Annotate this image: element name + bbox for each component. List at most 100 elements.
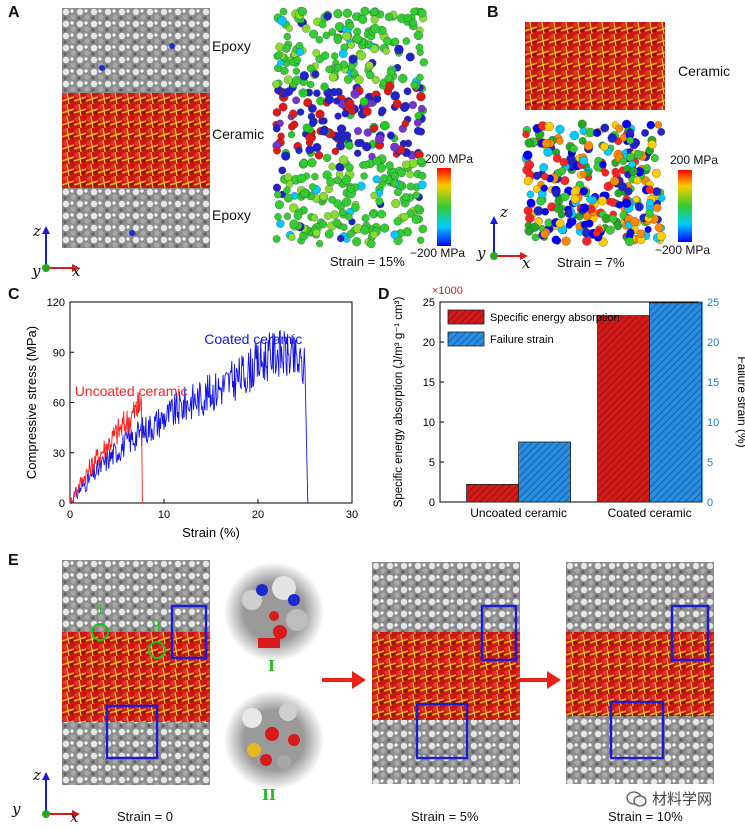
panel-a-axis-x: x	[72, 262, 81, 280]
stress-atom	[283, 186, 291, 194]
panel-b-axis-z: z	[500, 203, 508, 221]
stress-atom	[284, 173, 293, 181]
stress-atom	[323, 12, 332, 21]
stress-atom	[579, 127, 588, 135]
stress-atom	[278, 102, 288, 112]
stress-atom	[401, 160, 411, 169]
chart-d-bar	[466, 483, 519, 503]
stress-atom	[273, 146, 281, 155]
stress-atom	[345, 141, 354, 150]
stress-atom	[346, 230, 355, 238]
stress-atom	[409, 18, 418, 27]
chart-d-ytick-right-label: 5	[707, 457, 713, 469]
chart-d-ytick-right-label: 25	[707, 297, 719, 309]
stress-atom	[398, 73, 408, 84]
stress-atom	[272, 235, 281, 243]
panel-d-bar-chart: 0 0 5 5 10 10 15 15 20 20 25 25 Specific energy abso…	[393, 297, 745, 520]
stress-atom	[318, 20, 327, 29]
stress-atom	[408, 100, 417, 110]
stress-atom	[356, 50, 367, 61]
stress-atom	[630, 217, 640, 227]
stress-atom	[370, 44, 379, 54]
stress-atom	[600, 142, 609, 152]
panel-c-label: C	[8, 286, 20, 303]
panel-b-colorbar	[678, 170, 692, 242]
panel-e-arrow-2	[517, 671, 561, 689]
panel-e-model-strain-10	[566, 562, 714, 784]
stress-atom	[418, 171, 427, 180]
stress-atom	[543, 147, 553, 157]
stress-atom	[290, 120, 299, 129]
stress-atom	[292, 67, 301, 75]
stress-atom	[314, 151, 324, 160]
stress-atom	[272, 108, 282, 117]
chart-d-ytick-right-label: 15	[707, 377, 719, 389]
stress-atom	[362, 142, 372, 152]
stress-atom	[633, 150, 643, 159]
stress-atom	[391, 198, 401, 208]
panel-a-strain-label: Strain = 15%	[330, 254, 405, 269]
stress-atom	[333, 35, 342, 44]
stress-atom	[577, 119, 587, 129]
stress-atom	[579, 156, 589, 166]
stress-atom	[412, 191, 420, 199]
stress-atom	[276, 219, 285, 228]
stress-atom	[390, 179, 399, 188]
stress-atom	[277, 59, 285, 67]
stress-atom	[390, 230, 399, 239]
stress-atom	[307, 112, 316, 121]
stress-atom	[656, 231, 666, 241]
stress-atom	[526, 198, 536, 208]
stress-atom	[593, 229, 601, 237]
stress-atom	[373, 94, 382, 103]
panel-b-axis-y: y	[477, 244, 486, 262]
stress-atom	[311, 172, 319, 181]
stress-atom	[325, 65, 334, 74]
stress-atom	[293, 56, 302, 64]
stress-atom	[552, 154, 562, 163]
stress-atom	[600, 123, 610, 133]
panel-e-strain-10: Strain = 10%	[608, 809, 683, 824]
stress-atom	[553, 204, 564, 214]
stress-atom	[340, 223, 348, 231]
panel-a-epoxy-top-label: Epoxy	[212, 38, 251, 54]
wechat-icon	[626, 790, 647, 807]
stress-atom	[523, 176, 533, 186]
stress-atom	[380, 120, 390, 131]
stress-atom	[370, 191, 378, 200]
stress-atom	[406, 170, 414, 179]
stress-atom	[391, 37, 400, 46]
stress-atom	[377, 209, 386, 219]
stress-atom	[555, 219, 565, 228]
stress-atom	[277, 132, 285, 140]
stress-atom	[272, 80, 281, 89]
stress-atom	[361, 160, 370, 169]
stress-atom	[561, 236, 571, 246]
stress-atom	[646, 120, 655, 130]
panel-b-stress-map	[521, 119, 666, 247]
panel-e-model-strain-5	[372, 562, 520, 784]
stress-atom	[383, 36, 392, 46]
chart-d-bar	[649, 302, 703, 503]
stress-atom	[272, 183, 282, 192]
chart-d-ytick-left-label: 5	[429, 457, 435, 469]
stress-atom	[287, 131, 296, 139]
chart-d-ytick-right-label: 0	[707, 497, 713, 509]
panel-e-strain-0: Strain = 0	[117, 809, 174, 824]
stress-atom	[334, 63, 342, 72]
stress-atom	[608, 198, 618, 207]
stress-atom	[601, 169, 610, 177]
chart-c-ytick-label: 30	[53, 448, 65, 460]
stress-atom	[347, 41, 355, 49]
stress-atom	[417, 180, 427, 190]
stress-atom	[372, 156, 382, 166]
stress-atom	[346, 22, 355, 31]
chart-d-ylabel-right: Failure strain (%)	[735, 356, 745, 447]
stress-atom	[350, 89, 360, 99]
stress-atom	[397, 168, 406, 178]
stress-atom	[402, 37, 411, 45]
stress-atom	[279, 7, 288, 16]
stress-atom	[315, 36, 324, 44]
stress-atom	[348, 107, 356, 115]
panel-b-axis-triad	[490, 216, 528, 260]
